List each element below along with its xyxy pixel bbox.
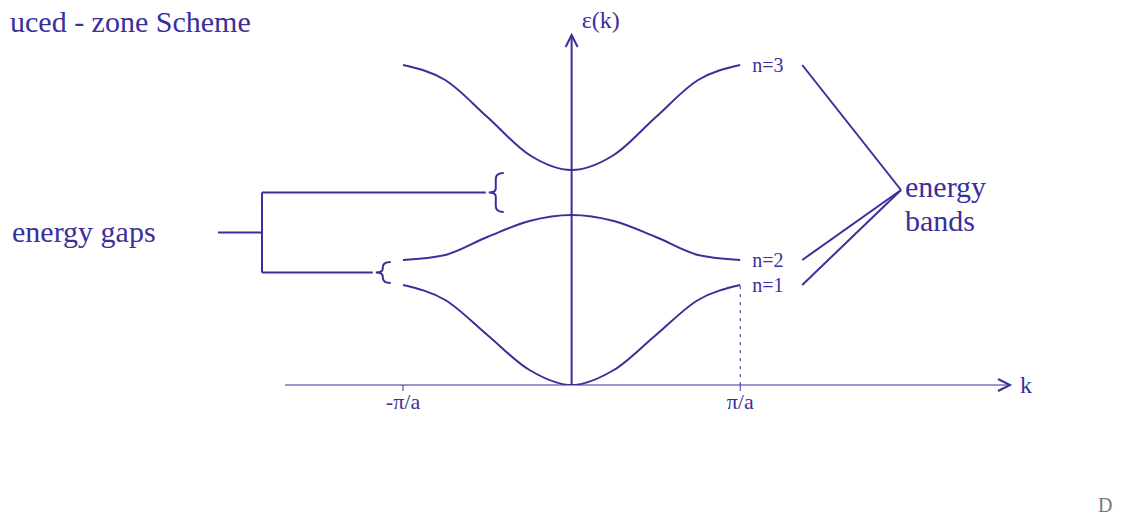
svg-text:n=1: n=1: [752, 274, 783, 296]
svg-text:n=2: n=2: [752, 249, 783, 271]
html-text:energy gaps: energy gaps: [12, 214, 156, 248]
svg-text:n=3: n=3: [752, 54, 783, 76]
svg-text:k: k: [1020, 372, 1032, 398]
svg-text:-π/a: -π/a: [386, 389, 421, 414]
svg-text:ε(k): ε(k): [582, 7, 620, 33]
svg-text:π/a: π/a: [727, 389, 754, 414]
html-text:energy bands: energy bands: [905, 170, 987, 237]
svg-text:uced - zone Scheme: uced - zone Scheme: [10, 5, 251, 38]
svg-text:D: D: [1098, 494, 1112, 516]
